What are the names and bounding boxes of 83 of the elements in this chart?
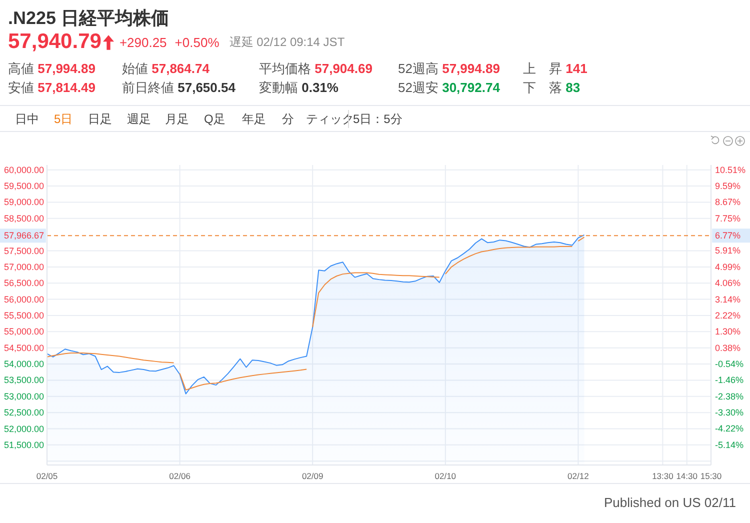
text: 52週高: [398, 61, 438, 76]
y2-tick-label: -2.38%: [715, 391, 744, 402]
y2-tick-label: 7.75%: [715, 213, 741, 224]
text: 57,994.89: [38, 61, 96, 76]
y-tick-label: 57,000.00: [4, 262, 44, 272]
x-tick-label: 02/06: [169, 471, 191, 481]
text: 変動幅: [259, 80, 298, 95]
x-tick-label: 14:30: [676, 471, 698, 481]
y2-tick-label: 5.91%: [715, 246, 741, 256]
y2-tick-label: 8.67%: [715, 197, 741, 208]
y-tick-label: 56,000.00: [4, 294, 44, 304]
text: 前日終値: [122, 80, 174, 95]
y-tick-label: 60,000.00: [4, 164, 44, 175]
y-tick-label: 53,000.00: [4, 391, 44, 402]
y-tick-label: 53,500.00: [4, 375, 44, 386]
text: 57,904.69: [314, 61, 372, 76]
text: 0.31%: [302, 80, 338, 95]
text: 年足: [242, 111, 266, 128]
text: 週足: [127, 111, 151, 128]
text: 57,864.74: [152, 61, 210, 76]
y2-tick-label: -5.14%: [715, 440, 744, 450]
text: 141: [566, 61, 588, 76]
text: 52週安: [398, 80, 438, 95]
x-tick-label: 02/12: [568, 471, 590, 481]
y2-tick-label: 6.77%: [715, 230, 741, 241]
y-tick-label: 58,500.00: [4, 213, 44, 224]
text: 57,994.89: [442, 61, 500, 76]
text: +0.50%: [174, 34, 220, 50]
y-tick-label: 54,000.00: [4, 359, 44, 370]
y-tick-label: 56,500.00: [4, 278, 44, 288]
text: 高値: [8, 61, 34, 76]
text: Published on US 02/11: [604, 495, 736, 510]
line-series: [179, 368, 308, 390]
y-tick-label: 52,500.00: [4, 408, 44, 418]
line-series: [47, 352, 174, 364]
text: Q足: [204, 111, 226, 128]
text: 57,814.49: [38, 80, 96, 95]
y-tick-label: 59,500.00: [4, 181, 44, 192]
text: 5日：5分: [353, 111, 402, 128]
text: 57,940.79: [8, 30, 102, 54]
y2-tick-label: 1.30%: [715, 326, 741, 337]
y2-tick-label: 0.38%: [715, 342, 741, 353]
y-tick-label: 52,000.00: [4, 424, 44, 434]
y2-tick-label: -0.54%: [715, 359, 744, 370]
ref-line-label: 57,966.67: [4, 230, 44, 241]
text: +290.25: [119, 34, 167, 50]
text: 始値: [122, 61, 148, 76]
text: 57,650.54: [178, 80, 236, 95]
x-tick-label: 13:30: [652, 471, 674, 481]
y-tick-label: 54,500.00: [4, 342, 44, 353]
text: 5日: [54, 111, 73, 128]
text: 日足: [88, 111, 112, 128]
y2-tick-label: 4.99%: [715, 262, 741, 272]
y-tick-label: 55,000.00: [4, 326, 44, 337]
y-tick-label: 59,000.00: [4, 197, 44, 208]
x-tick-label: 02/05: [36, 471, 58, 481]
text: 下 落: [523, 80, 562, 95]
text: 上 昇: [523, 61, 562, 76]
y2-tick-label: -1.46%: [715, 375, 744, 386]
y-tick-label: 51,500.00: [4, 440, 44, 450]
y-tick-label: 57,500.00: [4, 246, 44, 256]
y2-tick-label: -3.30%: [715, 407, 744, 418]
y2-tick-label: 4.06%: [715, 278, 741, 288]
y2-tick-label: -4.22%: [715, 424, 744, 434]
y2-tick-label: 10.51%: [715, 164, 746, 175]
y2-tick-label: 9.59%: [715, 181, 741, 192]
text: 平均価格: [259, 61, 311, 76]
text: 日中: [15, 111, 39, 128]
text: 月足: [165, 111, 189, 128]
line-series: [444, 246, 573, 275]
line-series: [312, 272, 440, 328]
chart-title: .N225 日経平均株価: [8, 7, 170, 30]
text: 安値: [8, 80, 34, 95]
text: 30,792.74: [442, 80, 500, 95]
y2-tick-label: 2.22%: [715, 310, 741, 321]
y2-tick-label: 3.14%: [715, 294, 741, 304]
x-tick-label: 02/10: [434, 471, 456, 481]
text: 遅延 02/12 09:14 JST: [229, 34, 345, 50]
x-tick-label: 02/09: [302, 471, 324, 481]
text: 83: [566, 80, 580, 95]
y-tick-label: 55,500.00: [4, 310, 44, 320]
text: 分: [282, 111, 294, 128]
x-tick-label: 15:30: [700, 471, 722, 481]
